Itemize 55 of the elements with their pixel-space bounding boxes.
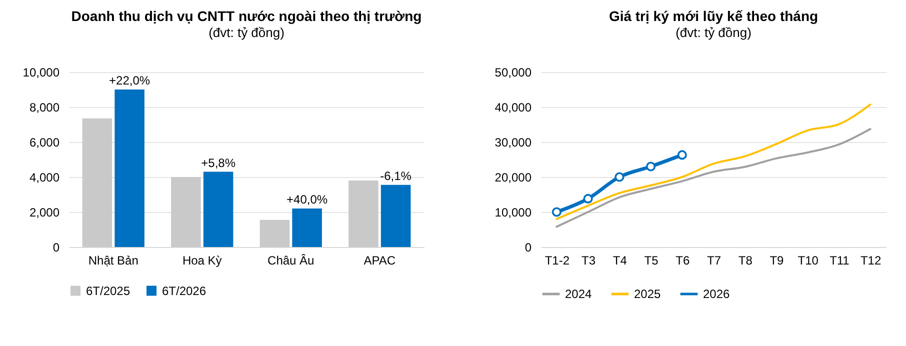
y-tick-label: 2,000 xyxy=(29,206,60,220)
legend-label: 6T/2026 xyxy=(162,284,206,298)
x-tick-label: Nhật Bản xyxy=(88,254,138,268)
x-tick-label: APAC xyxy=(364,254,396,268)
x-tick-label: T4 xyxy=(612,254,628,268)
bar xyxy=(114,90,144,247)
point xyxy=(614,172,624,182)
y-tick-label: 4,000 xyxy=(29,170,60,184)
annotation: +5,8% xyxy=(201,156,236,170)
point xyxy=(677,150,687,160)
y-tick-label: 10,000 xyxy=(22,66,60,80)
y-tick-label: 0 xyxy=(524,240,532,254)
y-tick-label: 30,000 xyxy=(494,136,532,150)
y-tick-label: 50,000 xyxy=(494,66,532,80)
bar xyxy=(260,220,290,247)
chart-title: Giá trị ký mới lũy kế theo tháng xyxy=(608,8,818,24)
annotation: +22,0% xyxy=(109,74,150,88)
annotation: +40,0% xyxy=(286,192,328,206)
legend-label: 2025 xyxy=(634,287,662,301)
y-tick-label: 6,000 xyxy=(29,136,60,150)
point xyxy=(552,207,562,217)
chart-subtitle: (đvt: tỷ đồng) xyxy=(208,25,284,40)
bar xyxy=(348,180,378,247)
legend-label: 2026 xyxy=(703,287,730,301)
x-tick-label: Châu Âu xyxy=(268,254,314,268)
x-tick-label: T9 xyxy=(770,254,784,268)
x-tick-label: T3 xyxy=(582,254,596,268)
x-tick-label: T5 xyxy=(644,254,659,268)
x-tick-label: T1-2 xyxy=(544,254,570,268)
x-tick-label: T12 xyxy=(860,254,882,268)
bar xyxy=(292,208,322,247)
annotation: -6,1% xyxy=(380,168,412,183)
y-tick-label: 20,000 xyxy=(494,170,532,184)
y-tick-label: 8,000 xyxy=(29,100,60,114)
x-tick-label: T10 xyxy=(798,254,819,268)
line-series xyxy=(556,104,872,220)
bar xyxy=(380,184,411,247)
x-tick-label: T6 xyxy=(676,254,690,268)
legend-label: 6T/2025 xyxy=(86,284,130,298)
x-tick-label: T8 xyxy=(738,254,753,268)
line-series xyxy=(556,128,872,228)
x-tick-label: T11 xyxy=(830,254,850,268)
point xyxy=(646,162,656,172)
y-tick-label: 0 xyxy=(52,240,60,254)
bar xyxy=(82,118,112,247)
legend-label: 2024 xyxy=(565,287,592,301)
x-tick-label: T7 xyxy=(706,254,722,268)
y-tick-label: 10,000 xyxy=(494,206,532,220)
y-tick-label: 40,000 xyxy=(494,100,532,114)
x-tick-label: Hoa Kỳ xyxy=(182,254,222,268)
bar xyxy=(171,177,201,247)
point xyxy=(583,194,593,204)
chart-subtitle: (đvt: tỷ đồng) xyxy=(676,25,752,40)
bar xyxy=(203,172,234,247)
chart-title: Doanh thu dịch vụ CNTT nước ngoài theo thị trường xyxy=(71,8,422,24)
